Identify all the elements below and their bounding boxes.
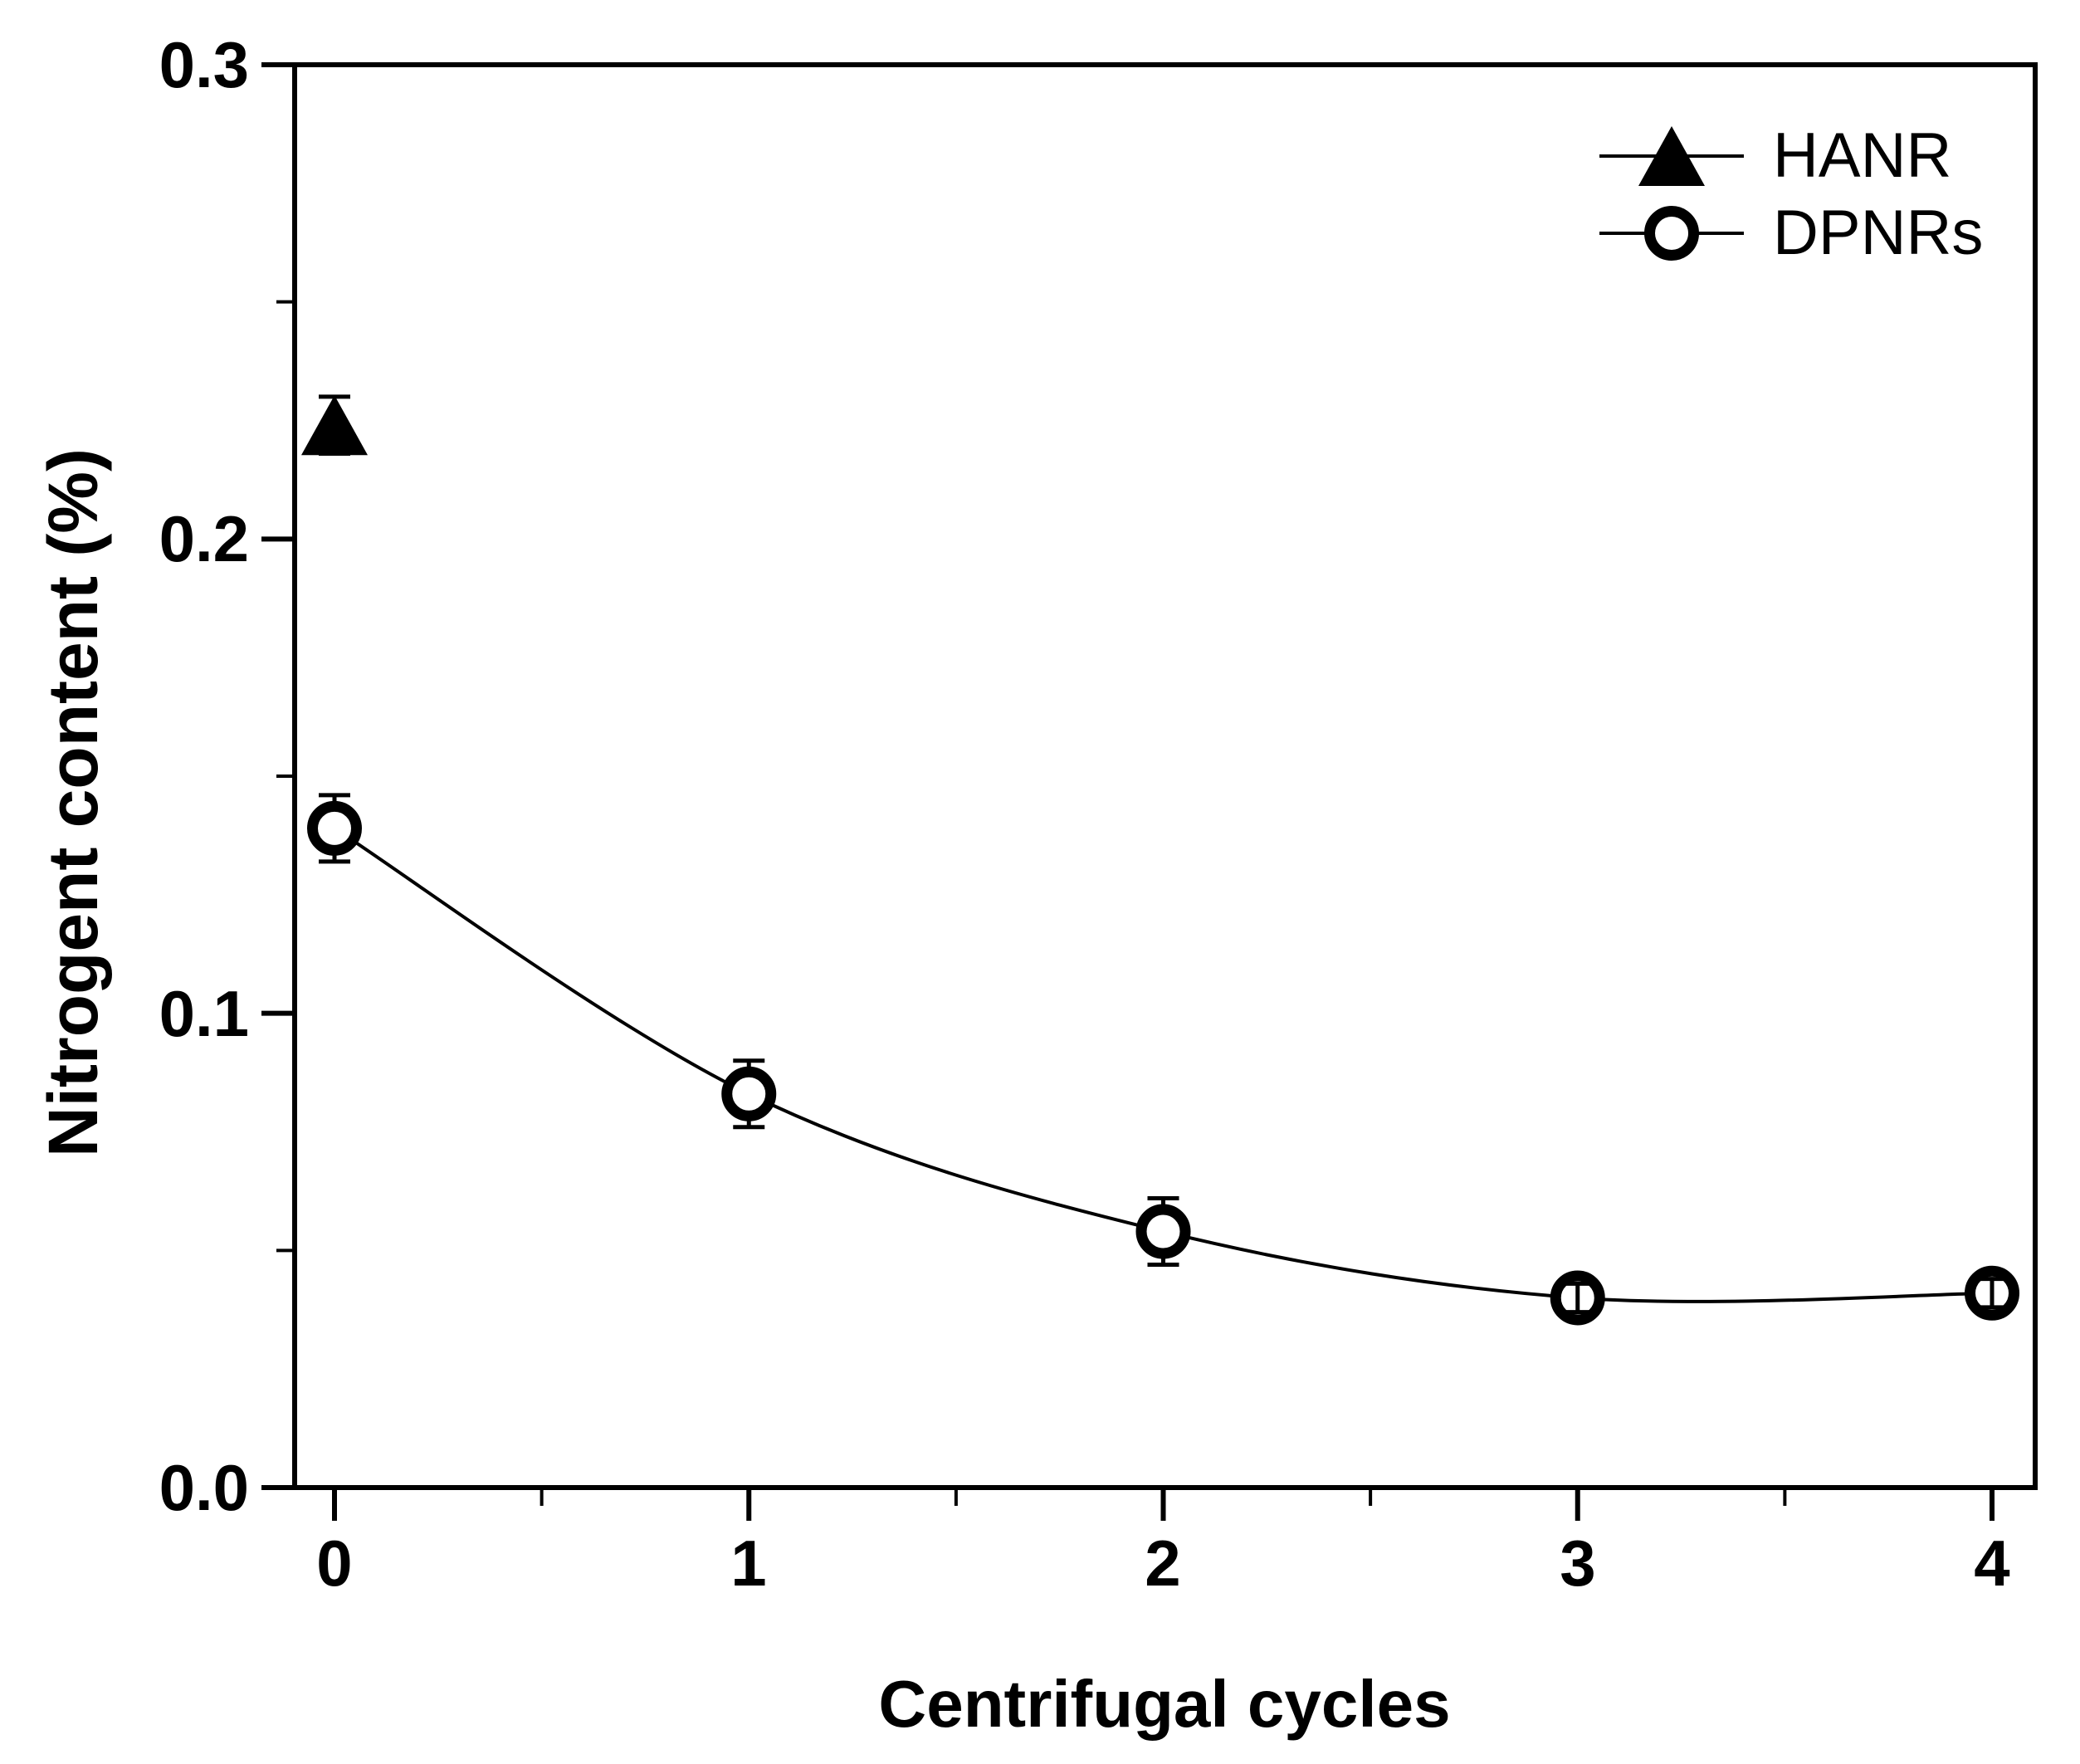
x-tick-label-1: 1 [730,1527,767,1600]
legend-label-hanr: HANR [1773,120,1952,191]
y-tick-label-0.1: 0.1 [159,977,249,1050]
legend-markers [1599,126,1744,261]
x-axis-title: Centrifugal cycles [878,1667,1451,1741]
x-tick-label-3: 3 [1560,1527,1596,1600]
axis-ticks [261,62,1995,1521]
x-tick-label-4: 4 [1974,1527,2010,1600]
plot-frame [292,62,2038,1490]
y-axis-title: Nitrogent content (%) [34,448,112,1157]
series-DPNRs [307,793,2019,1326]
legend-label-dpnrs: DPNRs [1773,198,1984,268]
x-tick-label-2: 2 [1145,1527,1181,1600]
y-tick-label-0.3: 0.3 [159,28,249,101]
series-HANR [301,394,368,456]
x-tick-label-0: 0 [316,1527,353,1600]
y-tick-label-0.2: 0.2 [159,502,249,575]
y-tick-label-0.0: 0.0 [159,1451,249,1524]
